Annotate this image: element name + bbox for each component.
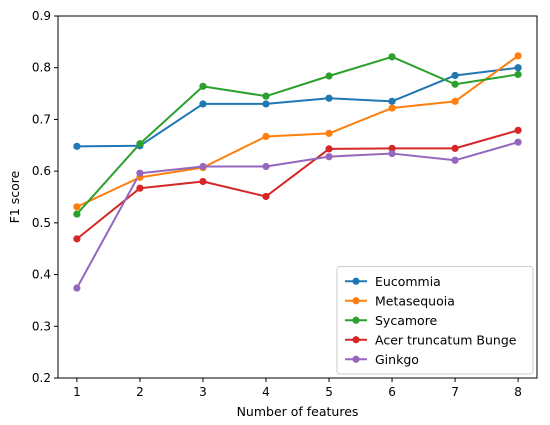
y-tick-label: 0.4 (32, 268, 51, 282)
data-point-metasequoia (262, 132, 270, 141)
x-tick-label: 2 (136, 385, 144, 399)
legend-marker (352, 355, 360, 363)
legend-label: Acer truncatum Bunge (375, 332, 517, 347)
y-tick-label: 0.5 (32, 216, 51, 230)
legend-frame (336, 266, 534, 375)
data-point-acer-truncatum-bunge (262, 192, 270, 201)
data-point-sycamore (388, 53, 396, 61)
data-point-acer-truncatum-bunge (388, 144, 396, 152)
data-point-ginkgo (514, 138, 522, 146)
legend-item: Ginkgo (345, 352, 419, 367)
legend-label: Ginkgo (375, 352, 419, 367)
legend: Eucommia Metasequoia Sycamore Acer truncatu… (336, 266, 534, 375)
data-point-acer-truncatum-bunge (73, 235, 81, 243)
x-tick-label: 1 (73, 385, 81, 399)
series-line-acer-truncatum-bunge (76, 129, 519, 240)
y-tick-label: 0.6 (32, 164, 51, 178)
data-point-ginkgo (262, 162, 270, 171)
data-point-sycamore (262, 92, 270, 100)
x-tick-label: 4 (262, 385, 270, 399)
x-axis-ticks: 1 2 3 4 5 6 7 8 (73, 378, 522, 399)
legend-label: Metasequoia (375, 293, 455, 308)
legend-item: Eucommia (345, 274, 441, 289)
x-tick-label: 5 (325, 385, 333, 399)
data-point-metasequoia (514, 52, 522, 60)
y-tick-label: 0.2 (32, 371, 51, 385)
y-axis-ticks: 0.2 0.3 0.4 0.5 0.6 0.7 0.8 0.9 (32, 9, 58, 385)
data-point-acer-truncatum-bunge (451, 144, 459, 152)
series-line-metasequoia (76, 55, 519, 208)
series-line-sycamore (76, 55, 519, 215)
data-point-ginkgo (136, 169, 144, 177)
data-point-sycamore (136, 140, 144, 148)
x-tick-label: 7 (451, 385, 459, 399)
data-point-eucommia (514, 64, 522, 72)
data-point-acer-truncatum-bunge (136, 184, 144, 192)
data-point-sycamore (73, 210, 81, 218)
data-point-eucommia (388, 97, 396, 105)
data-point-acer-truncatum-bunge (514, 126, 522, 134)
data-point-eucommia (199, 100, 207, 108)
y-axis-label: F1 score (7, 170, 22, 223)
legend-item: Metasequoia (345, 293, 455, 308)
legend-label: Sycamore (375, 313, 438, 328)
data-point-metasequoia (73, 203, 81, 211)
legend-item: Sycamore (345, 313, 438, 328)
x-tick-label: 3 (199, 385, 207, 399)
y-tick-label: 0.3 (32, 319, 51, 333)
data-point-metasequoia (451, 97, 459, 105)
y-tick-label: 0.7 (32, 112, 51, 126)
x-tick-label: 6 (388, 385, 396, 399)
plot-area-frame (57, 15, 538, 379)
legend-marker (352, 316, 360, 324)
x-axis-label: Number of features (237, 404, 359, 419)
legend-item: Acer truncatum Bunge (345, 332, 517, 347)
data-point-eucommia (451, 71, 459, 80)
data-point-sycamore (325, 72, 333, 80)
data-point-eucommia (73, 142, 81, 150)
data-point-ginkgo (73, 284, 81, 292)
y-tick-label: 0.9 (32, 9, 51, 23)
data-point-sycamore (199, 82, 207, 90)
legend-marker (352, 336, 360, 344)
series-points (73, 52, 522, 292)
data-point-acer-truncatum-bunge (199, 177, 207, 186)
data-point-metasequoia (325, 129, 333, 137)
legend-marker (352, 277, 360, 285)
data-point-ginkgo (388, 149, 396, 158)
series-lines (76, 55, 519, 289)
data-point-ginkgo (325, 153, 333, 161)
x-tick-label: 8 (514, 385, 522, 399)
y-tick-label: 0.8 (32, 61, 51, 75)
data-point-ginkgo (199, 162, 207, 171)
legend-label: Eucommia (375, 274, 441, 289)
data-point-metasequoia (388, 104, 396, 112)
data-point-sycamore (514, 70, 522, 79)
data-point-eucommia (262, 100, 270, 108)
series-line-ginkgo (76, 141, 519, 289)
data-point-ginkgo (451, 156, 459, 164)
data-point-eucommia (325, 94, 333, 102)
legend-marker (352, 297, 360, 305)
data-point-sycamore (451, 80, 459, 88)
data-point-acer-truncatum-bunge (325, 145, 333, 153)
